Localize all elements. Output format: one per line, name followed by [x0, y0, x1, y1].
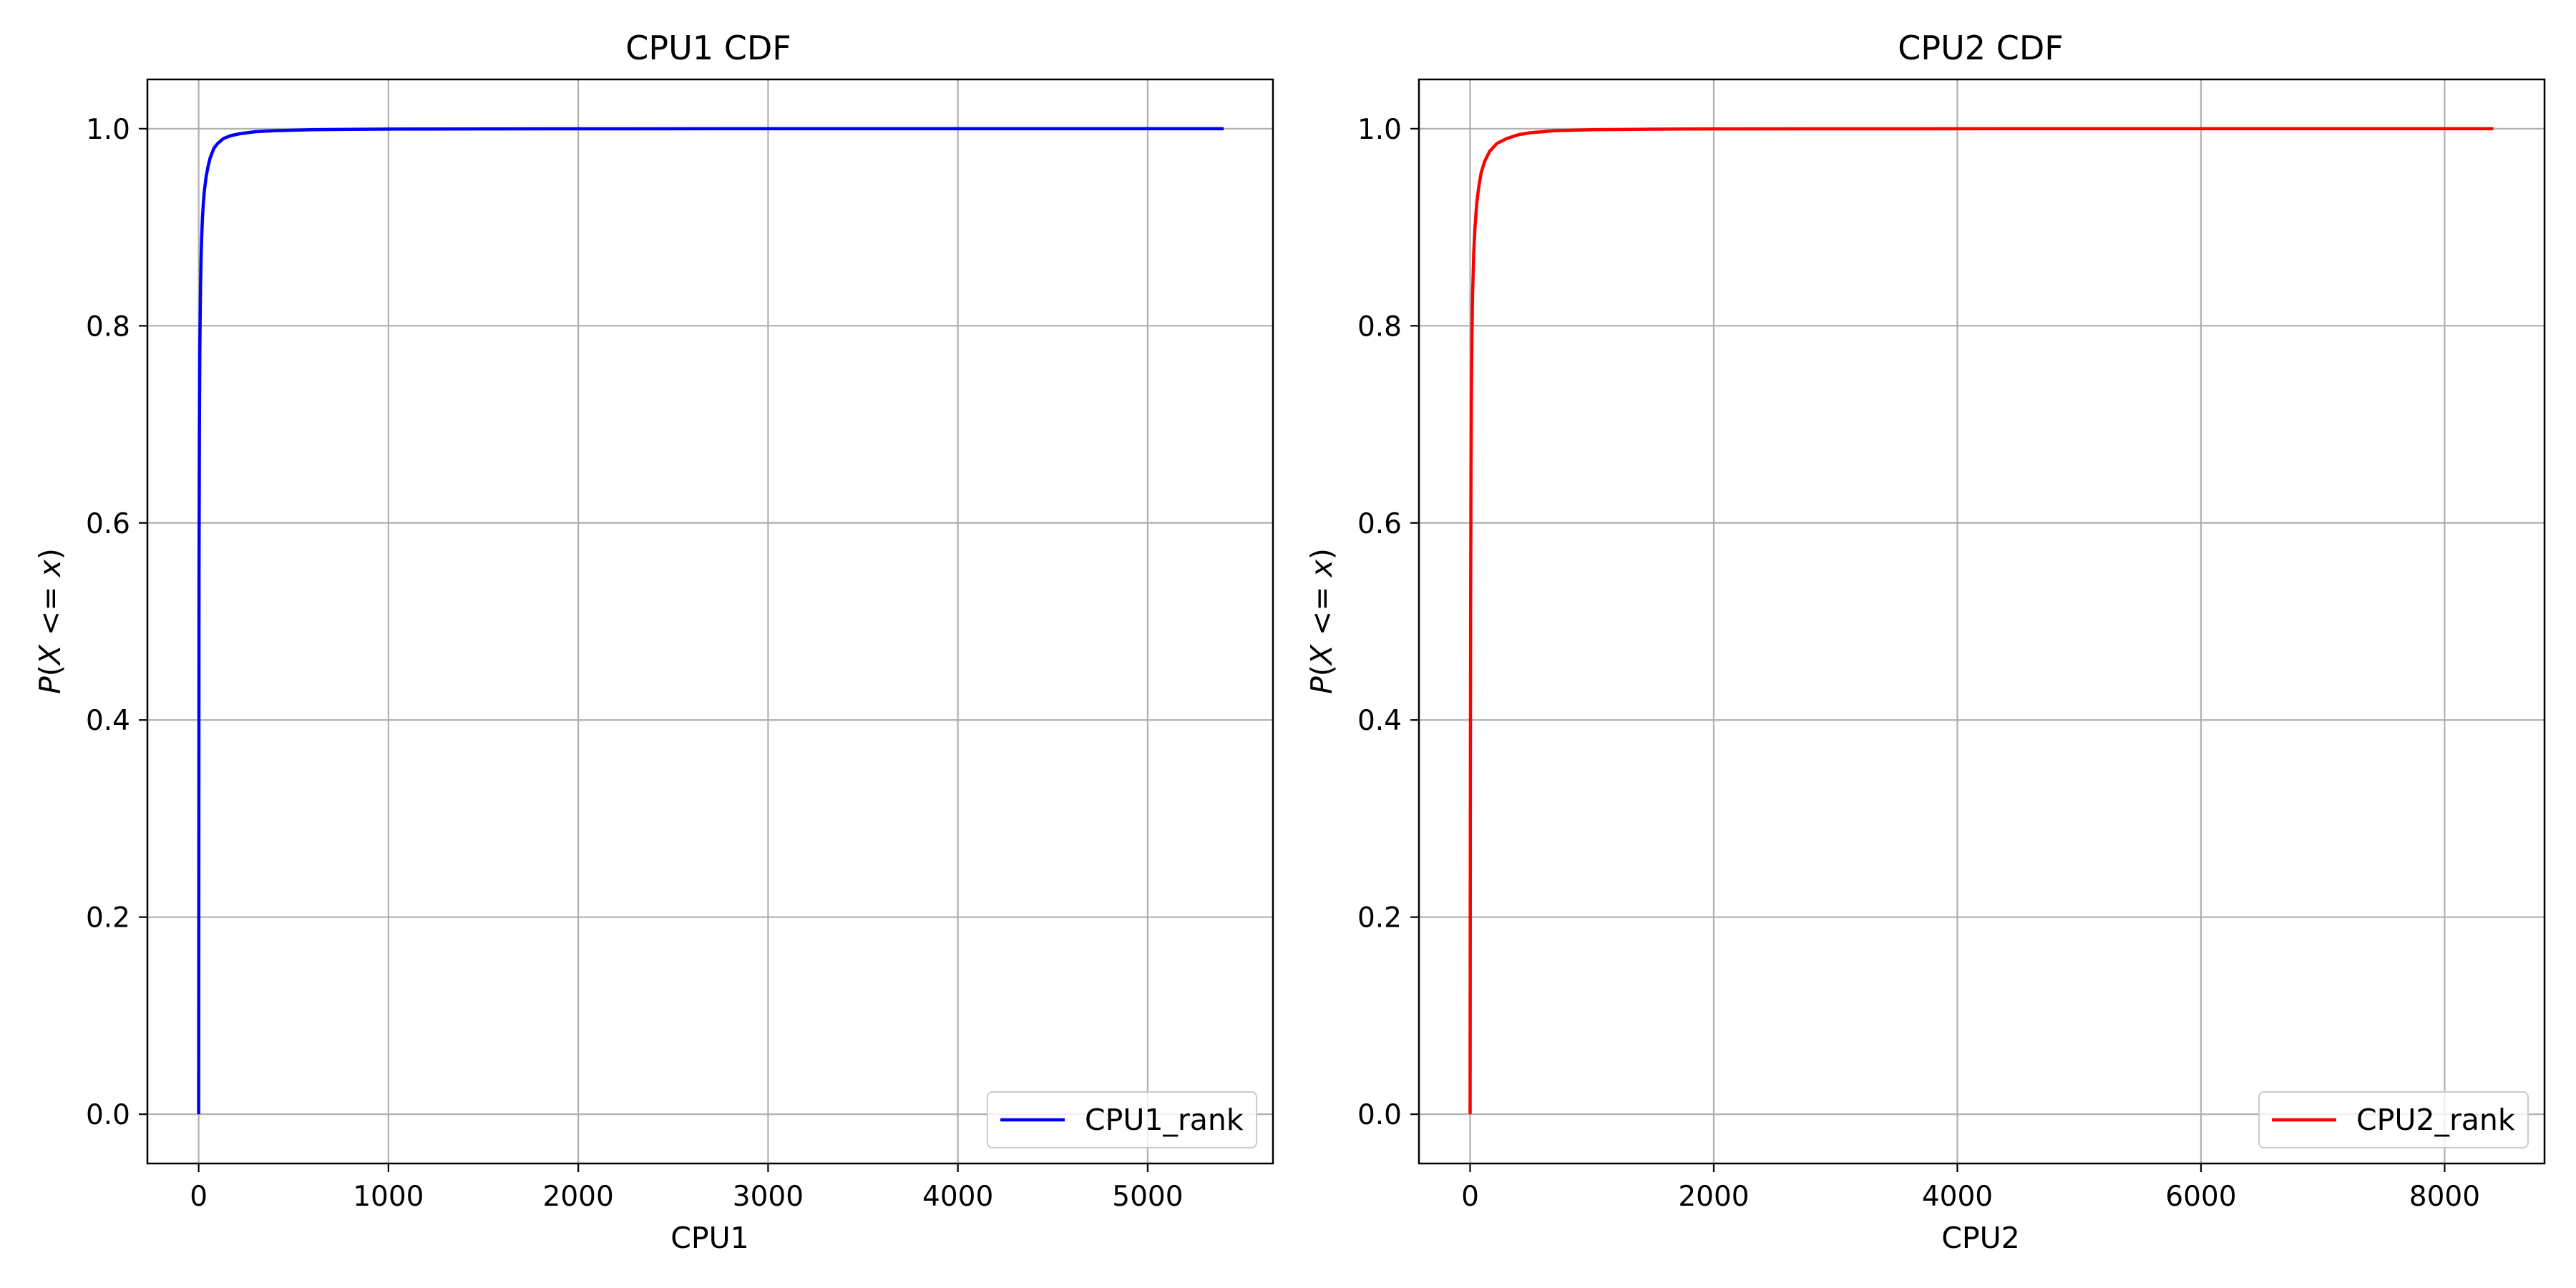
legend: CPU2_rank [2258, 1091, 2529, 1148]
series-line-cpu2-rank [1468, 127, 2494, 1115]
legend-box [2258, 1091, 2529, 1148]
legend-label: CPU1_rank [1085, 1103, 1244, 1137]
y-tick-label: 0.2 [86, 902, 130, 935]
x-tick-label: 4000 [922, 1181, 993, 1213]
y-axis-ticks: 0.0 0.2 0.4 0.6 0.8 1.0 [86, 114, 147, 1131]
chart-title: CPU2 CDF [1898, 29, 2063, 67]
x-axis-ticks: 0 2000 4000 6000 8000 [1461, 1163, 2480, 1213]
series-lines [1468, 127, 2494, 1115]
legend: CPU1_rank [987, 1091, 1257, 1148]
x-tick-label: 4000 [1922, 1181, 1993, 1213]
grid-lines [147, 79, 1273, 1163]
legend-box [987, 1091, 1257, 1148]
x-axis-label: CPU2 [1941, 1221, 2019, 1255]
cpu1-cdf-chart: CPU1 CDF 0 1000 2000 3000 4000 5000 0.0 0.2 0.4… [33, 29, 1274, 1255]
x-axis-label: CPU1 [670, 1221, 748, 1255]
plot-frame [1418, 78, 2546, 1165]
x-axis-ticks: 0 1000 2000 3000 4000 5000 [190, 1163, 1184, 1213]
x-tick-label: 1000 [353, 1181, 424, 1213]
grid-lines [1419, 79, 2545, 1163]
y-axis-ticks: 0.0 0.2 0.4 0.6 0.8 1.0 [1357, 114, 1419, 1131]
y-tick-label: 0.4 [86, 705, 130, 737]
series-lines [197, 127, 1224, 1115]
y-axis-label: P(X <= x) [33, 548, 67, 694]
cpu2-cdf-chart: CPU2 CDF 0 2000 4000 6000 8000 0.00.20.40.60… [1304, 29, 2546, 1255]
y-tick-label: 0.2 [1357, 902, 1402, 935]
x-tick-label: 0 [190, 1181, 208, 1213]
chart-title: CPU1 CDF [625, 29, 791, 67]
y-tick-label: 0.8 [1357, 311, 1402, 343]
y-tick-label: 0.4 [1357, 705, 1402, 737]
x-tick-label: 2000 [543, 1181, 614, 1213]
y-tick-label: 0.0 [86, 1099, 130, 1131]
y-axis-label: P(X <= x) [1304, 548, 1339, 694]
x-tick-label: 0 [1461, 1181, 1479, 1213]
legend-label: CPU2_rank [2356, 1103, 2515, 1137]
y-tick-label: 0.8 [86, 311, 130, 343]
y-tick-label: 1.0 [86, 114, 130, 146]
x-tick-label: 8000 [2409, 1181, 2480, 1213]
y-tick-label: 0.6 [86, 508, 130, 540]
y-tick-label: 1.0 [1357, 114, 1402, 146]
x-tick-label: 3000 [733, 1181, 804, 1213]
x-tick-label: 5000 [1112, 1181, 1183, 1213]
y-tick-label: 0.6 [1357, 508, 1402, 540]
y-tick-label: 0.0 [1357, 1099, 1402, 1131]
series-line-cpu1-rank [197, 127, 1224, 1115]
x-tick-label: 6000 [2165, 1181, 2236, 1213]
x-tick-label: 2000 [1678, 1181, 1749, 1213]
plot-frame [146, 78, 1274, 1165]
